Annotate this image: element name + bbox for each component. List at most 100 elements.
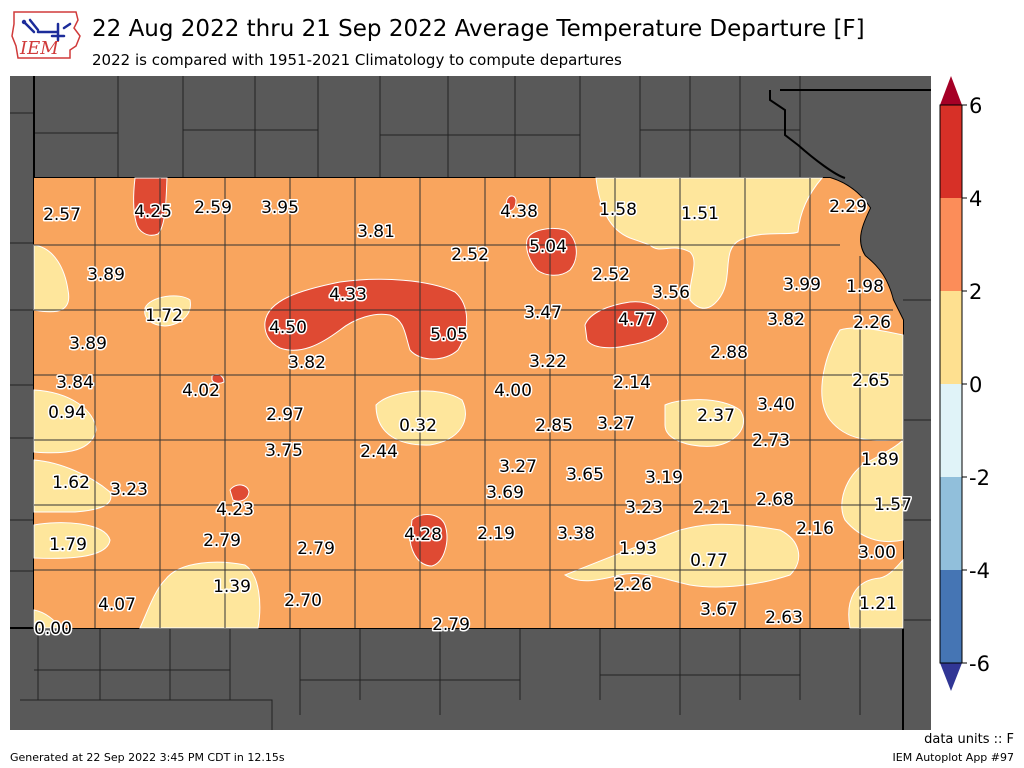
colorbar-band	[940, 291, 962, 384]
value-label: 3.56	[652, 283, 690, 303]
value-label: 4.00	[494, 381, 532, 401]
value-label: 0.94	[48, 403, 86, 423]
generated-timestamp: Generated at 22 Sep 2022 3:45 PM CDT in …	[10, 751, 285, 764]
value-label: 3.67	[700, 600, 738, 620]
band-4-to-6	[133, 177, 669, 567]
value-label: 4.23	[216, 500, 254, 520]
colorbar-tick-label: 0	[969, 373, 982, 397]
value-label: 4.02	[182, 381, 220, 401]
value-label: 3.81	[357, 222, 395, 242]
band-0-to-2	[33, 177, 904, 629]
value-label: 2.79	[297, 539, 335, 559]
value-label: 3.99	[783, 275, 821, 295]
value-label: 3.23	[625, 498, 663, 518]
colorbar-tick-label: -4	[969, 559, 990, 583]
colorbar-frame	[939, 104, 963, 664]
value-label: 2.52	[451, 245, 489, 265]
value-label: 3.40	[757, 395, 795, 415]
value-label: 3.89	[69, 334, 107, 354]
colorbar-bands	[940, 105, 962, 663]
colorbar-band	[940, 384, 962, 477]
weather-station-icon	[22, 18, 72, 42]
value-label: 3.84	[56, 373, 94, 393]
iem-logo: IEM	[11, 11, 81, 59]
value-label: 0.00	[34, 619, 72, 639]
colorbar-ticks: 6 4 2 0 -2 -4 -6	[962, 94, 990, 676]
value-label: 3.27	[597, 414, 635, 434]
colorbar-band	[940, 105, 962, 198]
value-label: 4.77	[618, 310, 656, 330]
value-label: 1.58	[599, 200, 637, 220]
value-label: 3.82	[767, 310, 805, 330]
value-label: 1.57	[874, 495, 912, 515]
value-label: 3.23	[110, 480, 148, 500]
value-label: 2.14	[613, 373, 651, 393]
value-label: 2.63	[765, 608, 803, 628]
value-label: 4.33	[329, 285, 367, 305]
value-label: 2.52	[592, 265, 630, 285]
value-label: 2.44	[360, 442, 398, 462]
colorbar-max-arrow	[940, 76, 962, 105]
value-labels: 2.57 4.25 2.59 3.95 3.81 4.38 1.58 1.51 2.29 5.04…	[33, 196, 914, 641]
colorbar-band	[940, 198, 962, 291]
colorbar-tick-label: -6	[969, 652, 990, 676]
value-label: 4.07	[98, 595, 136, 615]
value-label: 2.85	[535, 416, 573, 436]
data-units-label: data units :: F	[924, 732, 1014, 747]
colorbar: 6 4 2 0 -2 -4 -6	[939, 76, 990, 691]
value-label: 2.37	[697, 406, 735, 426]
value-label: 2.26	[614, 575, 652, 595]
value-label: 4.28	[404, 525, 442, 545]
value-label: 3.69	[486, 483, 524, 503]
value-label: 1.21	[859, 594, 897, 614]
value-label: 4.25	[134, 202, 172, 222]
iowa-outline-icon	[11, 11, 81, 59]
value-label: 2.21	[693, 498, 731, 518]
value-label: 3.82	[288, 353, 326, 373]
colorbar-tick-label: 6	[969, 94, 982, 118]
map-subtitle: 2022 is compared with 1951-2021 Climatol…	[92, 51, 622, 69]
iowa-region	[34, 178, 903, 628]
value-label: 2.79	[432, 615, 470, 635]
colorbar-min-arrow	[940, 663, 962, 691]
value-label: 3.75	[265, 441, 303, 461]
value-label: 1.72	[145, 306, 183, 326]
value-label: 3.19	[645, 468, 683, 488]
value-label: 2.73	[752, 431, 790, 451]
value-label: 2.97	[266, 405, 304, 425]
value-label: 2.59	[194, 198, 232, 218]
value-label: 4.38	[500, 202, 538, 222]
value-label: 3.00	[858, 543, 896, 563]
colorbar-band	[940, 477, 962, 570]
value-label: 3.89	[87, 265, 125, 285]
value-label: 1.51	[681, 204, 719, 224]
value-label: 2.68	[756, 490, 794, 510]
value-label: 3.65	[566, 465, 604, 485]
neighbor-county-lines	[10, 76, 931, 730]
value-label: 1.93	[619, 539, 657, 559]
logo-text: IEM	[19, 38, 59, 59]
value-label: 1.98	[846, 277, 884, 297]
value-label: 1.62	[52, 473, 90, 493]
value-label: 3.22	[529, 352, 567, 372]
colorbar-tick-label: 2	[969, 280, 982, 304]
value-label: 3.95	[261, 198, 299, 218]
value-label: 5.04	[529, 237, 567, 257]
colorbar-band	[940, 570, 962, 663]
value-label: 2.19	[477, 524, 515, 544]
value-label: 2.65	[852, 371, 890, 391]
value-label: 2.88	[710, 343, 748, 363]
temperature-departure-map: 2.57 4.25 2.59 3.95 3.81 4.38 1.58 1.51 2.29 5.04…	[10, 76, 931, 730]
value-label: 3.38	[557, 524, 595, 544]
value-label: 2.29	[829, 197, 867, 217]
value-label: 5.05	[430, 325, 468, 345]
value-label: 4.50	[269, 318, 307, 338]
value-label: 1.39	[213, 577, 251, 597]
value-label: 1.89	[861, 450, 899, 470]
value-label: 2.79	[203, 531, 241, 551]
value-label: 2.70	[284, 591, 322, 611]
colorbar-tick-label: 4	[969, 187, 982, 211]
map-title: 22 Aug 2022 thru 21 Sep 2022 Average Tem…	[92, 16, 865, 42]
value-label: 3.47	[524, 303, 562, 323]
colorbar-tick-label: -2	[969, 466, 990, 490]
